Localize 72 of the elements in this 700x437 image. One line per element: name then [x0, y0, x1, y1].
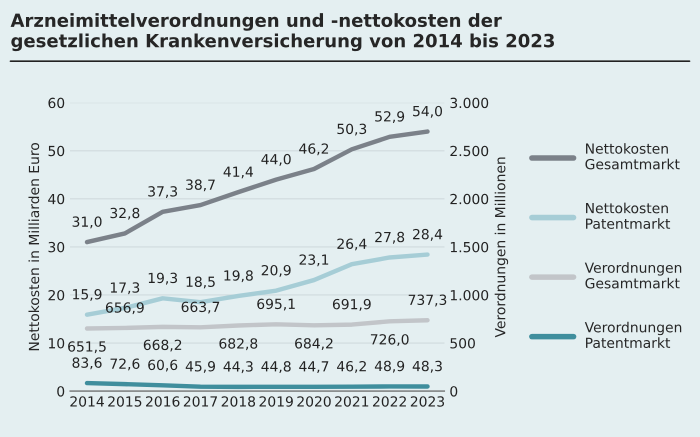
y-tick-label: 40: [48, 194, 64, 204]
data-label: 656,9: [106, 302, 144, 314]
data-label: 23,1: [300, 254, 328, 266]
data-label: 37,3: [148, 186, 178, 198]
data-label: 54,0: [413, 106, 442, 118]
data-label: 48,3: [412, 360, 442, 373]
x-tick-label: 2019: [260, 396, 293, 407]
x-tick-label: 2022: [372, 396, 406, 407]
legend-label: Verordnungen Patentmarkt: [584, 322, 682, 348]
y2-tick-label: 1.000: [450, 290, 488, 300]
line-series: [84, 318, 430, 331]
chart-title: Arzneimittelverordnungen und -nettokosten der gesetzlichen Krankenversicherung von 2014 bis 2023: [10, 13, 554, 52]
data-label: 38,7: [186, 179, 215, 192]
data-label: 60,6: [148, 360, 178, 372]
x-tick-label: 2023: [410, 396, 444, 407]
data-label: 46,2: [337, 360, 366, 373]
data-label: 45,9: [186, 361, 215, 373]
data-label: 28,4: [413, 228, 442, 241]
data-label: 15,9: [73, 288, 102, 301]
data-label: 691,9: [332, 298, 371, 311]
y2-tick-label: 2.500: [450, 146, 488, 156]
x-tick-label: 2020: [297, 396, 331, 407]
data-label: 668,2: [144, 340, 182, 352]
data-label: 20,9: [262, 264, 291, 277]
data-label: 44,8: [261, 361, 291, 374]
data-label: 52,9: [375, 111, 404, 124]
data-label: 44,0: [261, 154, 291, 166]
x-tick-label: 2021: [335, 396, 368, 407]
y2-tick-label: 500: [450, 338, 475, 349]
data-label: 695,1: [257, 298, 295, 311]
data-label: 682,8: [219, 338, 258, 350]
data-label: 44,7: [299, 361, 328, 374]
y-tick-label: 50: [48, 146, 64, 156]
data-label: 651,5: [68, 341, 106, 354]
data-label: 41,4: [224, 166, 254, 178]
data-label: 83,6: [72, 357, 102, 370]
x-tick-label: 2015: [108, 396, 142, 407]
y2-tick-label: 0: [450, 386, 458, 397]
y2-tick-label: 2.000: [450, 194, 488, 204]
y2-tick-label: 3.000: [450, 98, 488, 108]
data-label: 50,3: [337, 124, 366, 136]
y-tick-label: 0: [57, 386, 64, 397]
x-tick-label: 2016: [146, 396, 180, 407]
x-tick-label: 2014: [70, 396, 104, 407]
legend-label: Verordnungen Gesamtmarkt: [584, 262, 682, 288]
x-tick-label: 2018: [222, 396, 256, 407]
data-label: 18,5: [186, 276, 215, 288]
data-label: 31,0: [72, 216, 102, 228]
y-tick-label: 30: [48, 242, 64, 252]
data-label: 27,8: [375, 232, 404, 244]
data-label: 684,2: [295, 338, 332, 350]
data-label: 726,0: [370, 334, 409, 346]
y2-tick-label: 1.500: [450, 242, 488, 252]
legend-label: Nettokosten Patentmarkt: [586, 202, 670, 229]
data-label: 17,3: [110, 282, 140, 294]
y-tick-label: 60: [48, 98, 64, 108]
data-label: 32,8: [110, 208, 140, 220]
x-tick-label: 2017: [184, 396, 217, 407]
data-label: 26,4: [337, 238, 367, 250]
y2-axis-title: Verordnungen in Millionen: [494, 157, 508, 338]
data-label: 19,3: [148, 272, 178, 285]
data-label: 44,3: [224, 361, 253, 374]
legend-label: Nettokosten Gesamtmarkt: [585, 143, 680, 170]
data-label: 46,2: [299, 143, 328, 156]
y-tick-label: 10: [48, 338, 64, 349]
data-label: 19,8: [224, 270, 253, 282]
data-label: 72,6: [110, 358, 140, 370]
y-axis-title: Nettokosten in Milliarden Euro: [28, 143, 40, 350]
data-label: 737,3: [408, 294, 446, 306]
y-tick-label: 20: [48, 290, 64, 300]
data-label: 48,9: [374, 360, 404, 373]
data-label: 663,7: [182, 302, 220, 314]
